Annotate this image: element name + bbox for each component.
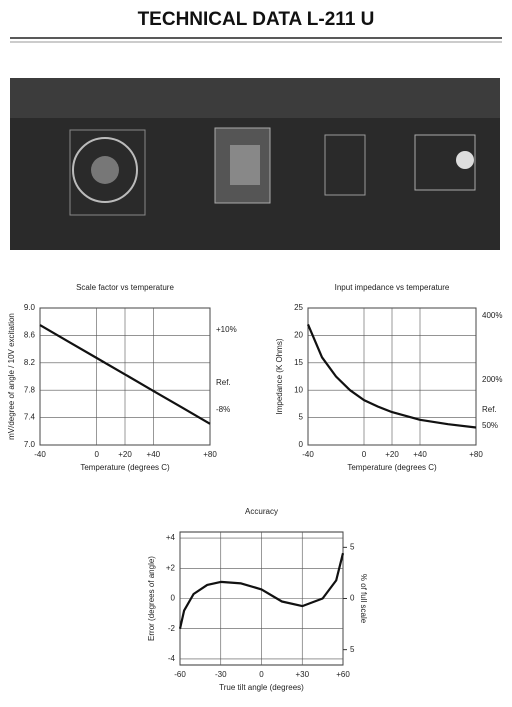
y2-tick-label: 0 xyxy=(350,594,355,603)
chart-title: Input impedance vs temperature xyxy=(335,283,450,292)
chart-title: Accuracy xyxy=(245,507,278,516)
y-tick-label: 7.4 xyxy=(24,413,36,422)
annotation: 400% xyxy=(482,311,502,320)
y-tick-label: 20 xyxy=(294,331,303,340)
y-tick-label: 8.2 xyxy=(24,358,36,367)
y-tick-label: 0 xyxy=(299,440,304,449)
y2-tick-label: 5 xyxy=(350,542,355,551)
page-title: TECHNICAL DATA L-211 U xyxy=(138,9,375,30)
annotation: 50% xyxy=(482,421,498,430)
x-tick-label: -40 xyxy=(302,450,314,459)
annotation: Ref. xyxy=(216,378,231,387)
x-tick-label: -30 xyxy=(215,670,227,679)
y-tick-label: -2 xyxy=(168,624,176,633)
chart-title: Scale factor vs temperature xyxy=(76,283,174,292)
x-tick-label: 0 xyxy=(259,670,264,679)
x-axis-label: True tilt angle (degrees) xyxy=(219,683,304,692)
y-tick-label: +2 xyxy=(166,563,176,572)
data-line xyxy=(306,323,477,429)
annotation: +10% xyxy=(216,325,237,334)
y-tick-label: 7.8 xyxy=(24,385,36,394)
x-tick-label: +80 xyxy=(203,450,217,459)
x-tick-label: +60 xyxy=(336,670,350,679)
x-tick-label: +40 xyxy=(147,450,161,459)
y-tick-label: 10 xyxy=(294,385,303,394)
y-tick-label: 7.0 xyxy=(24,440,36,449)
data-line xyxy=(178,552,345,629)
y-tick-label: 15 xyxy=(294,358,303,367)
y-axis-label: mV/degree of angle / 10V excitation xyxy=(7,313,16,440)
y-tick-label: -4 xyxy=(168,654,176,663)
x-axis-label: Temperature (degrees C) xyxy=(347,463,437,472)
x-tick-label: +20 xyxy=(385,450,399,459)
annotation: Ref. xyxy=(482,405,497,414)
y-tick-label: 25 xyxy=(294,303,303,312)
x-tick-label: 0 xyxy=(94,450,99,459)
x-tick-label: 0 xyxy=(362,450,367,459)
y-tick-label: 9.0 xyxy=(24,303,36,312)
x-tick-label: +80 xyxy=(469,450,483,459)
x-tick-label: +20 xyxy=(118,450,132,459)
annotation: 200% xyxy=(482,375,502,384)
x-tick-label: +40 xyxy=(413,450,427,459)
y-tick-label: 0 xyxy=(171,594,176,603)
x-tick-label: +30 xyxy=(295,670,309,679)
annotation: -8% xyxy=(216,405,230,414)
x-tick-label: -40 xyxy=(34,450,46,459)
y-tick-label: 8.6 xyxy=(24,331,36,340)
y-axis-label: Impedance (K Ohms) xyxy=(275,338,284,414)
y2-axis-label: % of full scale xyxy=(359,574,368,624)
y-tick-label: +4 xyxy=(166,533,176,542)
y2-tick-label: 5 xyxy=(350,645,355,654)
data-line xyxy=(39,324,211,425)
y-axis-label: Error (degrees of angle) xyxy=(147,556,156,641)
y-tick-label: 5 xyxy=(299,413,304,422)
product-photo xyxy=(10,78,500,250)
x-tick-label: -60 xyxy=(174,670,186,679)
x-axis-label: Temperature (degrees C) xyxy=(80,463,170,472)
